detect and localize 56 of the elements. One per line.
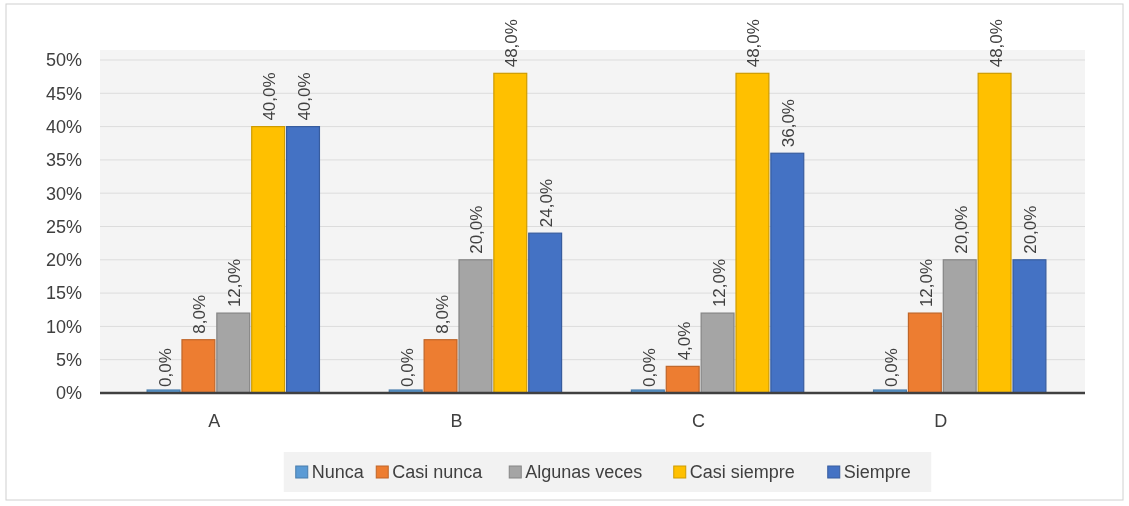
- data-label: 8,0%: [190, 294, 210, 334]
- legend-label: Casi siempre: [689, 462, 795, 483]
- x-tick-label: B: [450, 411, 463, 431]
- y-tick-label: 25%: [45, 216, 82, 237]
- data-label: 0,0%: [155, 348, 175, 387]
- y-tick-label: 50%: [45, 50, 82, 71]
- data-label: 0,0%: [397, 348, 417, 387]
- data-label: 0,0%: [881, 348, 901, 387]
- y-tick-label: 10%: [45, 316, 82, 337]
- bar: [977, 72, 1012, 394]
- y-tick-label: 5%: [55, 350, 82, 370]
- bar: [493, 72, 528, 394]
- bar: [1012, 259, 1047, 394]
- y-tick-label: 40%: [45, 116, 82, 137]
- data-label: 48,0%: [986, 19, 1006, 68]
- x-tick-label: C: [692, 411, 706, 431]
- legend-label: Casi nunca: [392, 462, 484, 483]
- data-label: 40,0%: [260, 72, 280, 121]
- y-tick-label: 30%: [45, 183, 82, 204]
- y-tick-label: 20%: [45, 250, 82, 271]
- y-tick-label: 0%: [55, 383, 82, 404]
- data-label: 36,0%: [779, 99, 799, 148]
- data-label: 40,0%: [295, 72, 315, 121]
- bar: [251, 126, 286, 394]
- legend-label: Nunca: [311, 462, 365, 483]
- data-label: 4,0%: [674, 321, 694, 361]
- data-label: 48,0%: [744, 19, 764, 68]
- bar: [735, 72, 770, 394]
- data-label: 20,0%: [467, 205, 487, 254]
- data-label: 0,0%: [639, 348, 659, 387]
- data-label: 20,0%: [951, 205, 971, 254]
- bar: [942, 259, 977, 394]
- data-label: 20,0%: [1021, 205, 1041, 254]
- y-tick-label: 35%: [45, 150, 82, 171]
- bar: [285, 126, 321, 394]
- legend-label: Algunas veces: [525, 462, 643, 483]
- y-tick-label: 15%: [45, 283, 82, 304]
- bar: [216, 312, 251, 394]
- x-tick-label: A: [208, 411, 221, 431]
- legend-label: Siempre: [843, 462, 911, 483]
- bar: [528, 232, 563, 394]
- bar: [907, 312, 942, 394]
- data-label: 48,0%: [502, 19, 522, 68]
- data-label: 12,0%: [225, 258, 245, 308]
- bar: [458, 259, 493, 394]
- bar: [665, 365, 700, 394]
- bar: [700, 312, 735, 394]
- data-label: 8,0%: [432, 294, 452, 334]
- y-tick-label: 45%: [45, 83, 82, 104]
- x-tick-label: D: [934, 411, 948, 431]
- bar: [181, 339, 216, 394]
- data-label: 12,0%: [916, 258, 936, 308]
- bar: [423, 339, 458, 394]
- bar: [770, 152, 805, 394]
- data-label: 24,0%: [537, 178, 557, 228]
- data-label: 12,0%: [709, 258, 729, 308]
